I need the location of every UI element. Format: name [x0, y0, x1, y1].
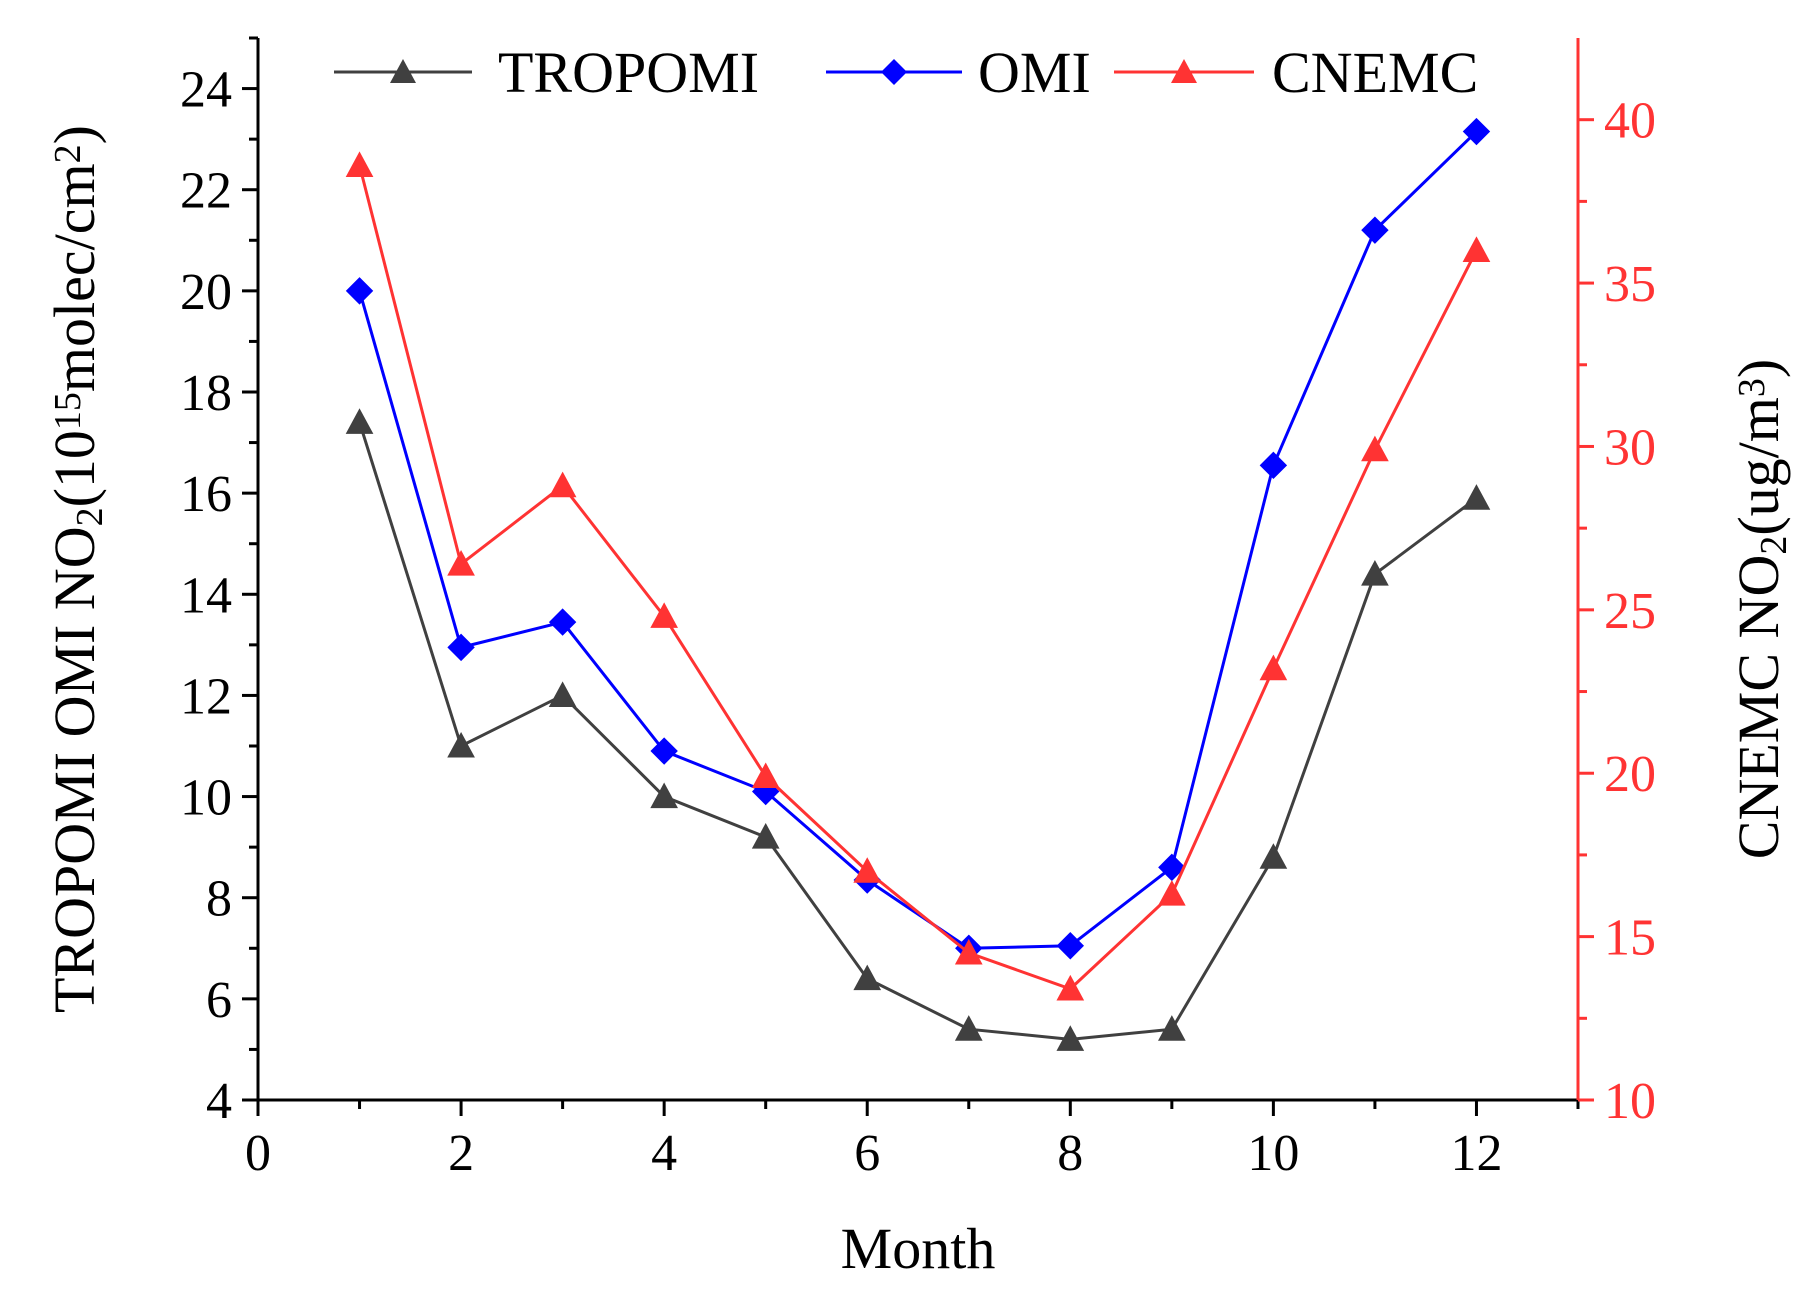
legend-marker	[881, 59, 907, 85]
axis-title-part: )	[42, 125, 107, 144]
y-right-tick-label: 40	[1604, 93, 1656, 150]
data-point-cnemc	[650, 602, 678, 628]
x-tick-label: 8	[1057, 1125, 1083, 1182]
data-point-omi	[345, 277, 374, 305]
data-point-tropomi	[751, 822, 780, 849]
legend-item-cnemc: CNEMC	[1114, 40, 1478, 105]
legend-item-tropomi: TROPOMI	[334, 40, 759, 105]
axis-title-part: molec/cm	[42, 163, 107, 392]
data-point-cnemc	[1259, 654, 1288, 681]
data-point-omi	[1259, 451, 1288, 480]
data-point-tropomi	[650, 782, 678, 809]
legend-label: TROPOMI	[498, 40, 759, 105]
data-point-tropomi	[548, 681, 577, 707]
data-point-cnemc	[954, 938, 983, 965]
data-point-tropomi	[345, 408, 374, 434]
series-omi	[345, 117, 1491, 962]
data-point-cnemc	[447, 550, 475, 576]
data-point-cnemc	[751, 762, 780, 789]
legend-marker	[1171, 59, 1197, 84]
series-layer	[345, 117, 1491, 1051]
axis-title-part: 2	[69, 507, 111, 526]
legend: TROPOMI OMI CNEMC	[334, 40, 1478, 105]
data-point-omi	[1056, 932, 1085, 960]
x-tick-label: 10	[1247, 1125, 1299, 1182]
data-point-tropomi	[447, 731, 475, 758]
data-point-omi	[1361, 216, 1389, 244]
y-right-tick-label: 35	[1604, 256, 1656, 313]
data-point-cnemc	[1158, 880, 1186, 906]
axis-title-part: (ug/m	[1726, 397, 1791, 536]
axis-title-part: )	[1726, 359, 1791, 378]
legend-label: CNEMC	[1272, 40, 1478, 105]
data-point-omi	[650, 737, 678, 765]
y-left-tick-label: 18	[180, 365, 232, 422]
y-left-tick-label: 4	[206, 1073, 232, 1130]
y-right-tick-label: 15	[1604, 910, 1656, 967]
series-line-cnemc	[358, 165, 1478, 991]
data-point-tropomi	[954, 1015, 983, 1041]
legend-label: OMI	[978, 40, 1091, 105]
data-point-omi	[548, 608, 577, 636]
data-point-omi	[1462, 117, 1491, 146]
data-point-tropomi	[1056, 1025, 1085, 1051]
x-tick-label: 2	[448, 1125, 474, 1182]
y-left-tick-label: 8	[206, 871, 232, 928]
x-tick-label: 4	[651, 1125, 677, 1182]
series-tropomi	[345, 408, 1491, 1051]
data-point-cnemc	[1361, 435, 1389, 462]
y-left-tick-label: 12	[180, 668, 232, 725]
data-point-omi	[447, 633, 475, 662]
y-right-axis-title: CNEMC NO2(ug/m3)	[1726, 359, 1795, 859]
series-line-omi	[358, 130, 1478, 950]
y-left-tick-label: 16	[180, 466, 232, 523]
x-tick-label: 12	[1450, 1125, 1502, 1182]
data-point-tropomi	[853, 964, 882, 991]
axes: 0 2 4 6 8 10 124681012141618202224101520253035…	[180, 36, 1656, 1182]
axis-title-part: 2	[1753, 536, 1795, 555]
data-point-cnemc	[548, 471, 577, 498]
y-right-tick-label: 10	[1604, 1073, 1656, 1130]
axis-title-part: TROPOMI OMI NO	[42, 526, 107, 1013]
x-axis-title: Month	[841, 1216, 996, 1281]
x-tick-label: 6	[854, 1125, 880, 1182]
data-point-cnemc	[1462, 236, 1491, 262]
series-line-tropomi	[358, 421, 1478, 1041]
data-point-tropomi	[1462, 484, 1491, 510]
legend-item-omi: OMI	[826, 40, 1091, 105]
y-right-tick-label: 30	[1604, 419, 1656, 476]
y-right-tick-label: 20	[1604, 746, 1656, 803]
axis-title-part: 15	[47, 392, 89, 430]
axis-title-part: 2	[47, 144, 89, 163]
y-left-tick-label: 22	[180, 163, 232, 220]
data-point-cnemc	[1056, 974, 1085, 1001]
y-left-tick-label: 6	[206, 972, 232, 1029]
series-cnemc	[345, 151, 1491, 1001]
y-left-tick-label: 20	[180, 264, 232, 321]
data-point-cnemc	[345, 151, 374, 177]
data-point-tropomi	[1158, 1015, 1186, 1041]
axis-title-part: 3	[1731, 378, 1773, 397]
data-point-tropomi	[1361, 560, 1389, 586]
legend-marker	[390, 59, 416, 84]
axis-title-part: (10	[42, 430, 107, 507]
data-point-cnemc	[853, 857, 882, 883]
data-point-tropomi	[1259, 843, 1288, 869]
y-left-tick-label: 10	[180, 770, 232, 827]
y-left-tick-label: 24	[180, 62, 232, 119]
y-left-axis-title: TROPOMI OMI NO2(1015molec/cm2)	[42, 125, 111, 1013]
y-right-tick-label: 25	[1604, 583, 1656, 640]
x-tick-label: 0	[245, 1125, 271, 1182]
axis-title-part: CNEMC NO	[1726, 555, 1791, 860]
y-left-tick-label: 14	[180, 567, 232, 624]
